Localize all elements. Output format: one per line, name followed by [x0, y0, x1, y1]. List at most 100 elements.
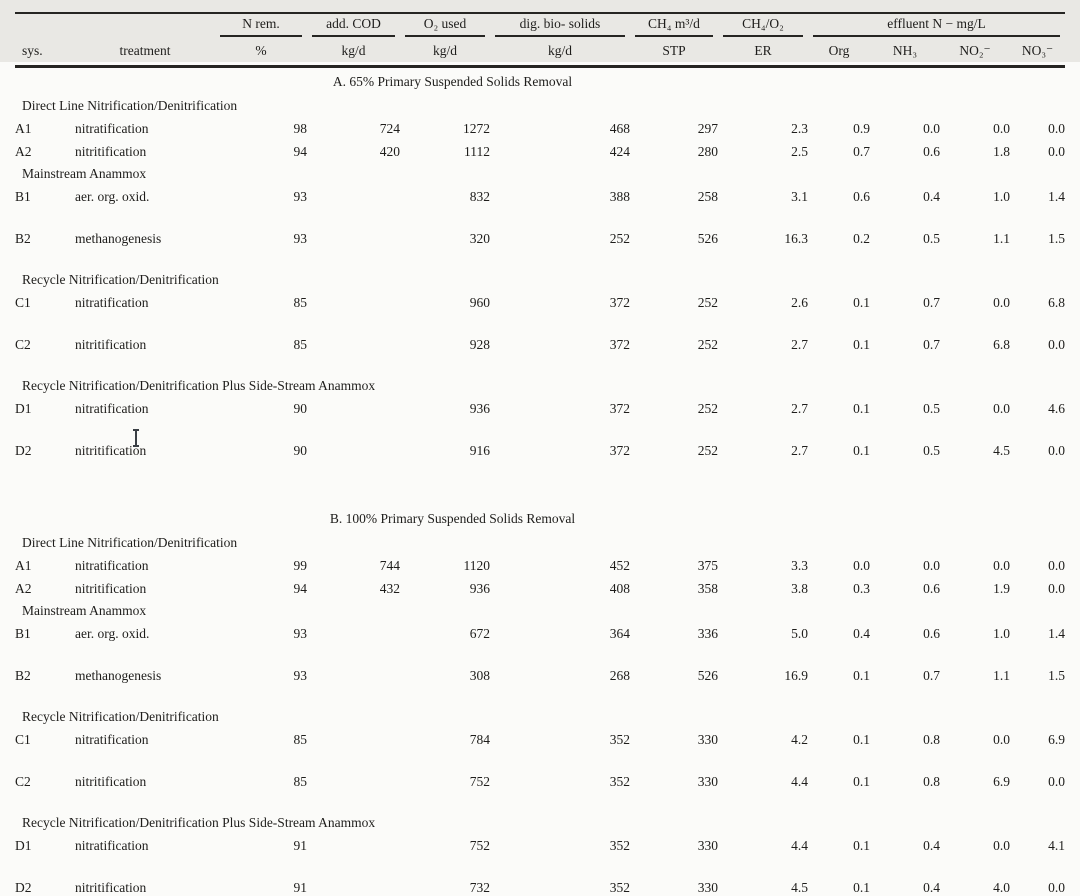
column-group-header: N rem. [215, 12, 307, 37]
value-cell: 732 [400, 876, 490, 896]
results-table: N rem. add. COD O₂ used dig. bio- solids CH₄… [15, 12, 1066, 896]
sys-cell: D1 [15, 838, 32, 853]
value-cell: 468 [609, 120, 630, 136]
table-row: C2 nitritification 85 928 372 252 2.7 0.1 0.7 6.8… [15, 333, 1065, 375]
treatment-cell: aer. org. oxid. [75, 189, 150, 204]
value-cell: 0.6 [923, 143, 940, 159]
column-group-header: add. COD [307, 12, 400, 37]
value-cell: 0.0 [923, 120, 940, 136]
table-row: B1 aer. org. oxid. 93 832 388 258 3.1 0.6 0.4 1.0… [15, 185, 1065, 227]
value-cell: 0.1 [853, 295, 870, 310]
value-cell: 0.8 [923, 774, 940, 789]
value-cell: 0.0 [1010, 876, 1066, 896]
value-cell: 3.8 [791, 580, 808, 596]
value-cell [307, 834, 400, 876]
value-cell: 2.6 [791, 295, 808, 310]
table-row: C1 nitratification 85 960 372 252 2.6 0.1 0.7 0.0… [15, 291, 1065, 333]
value-cell: 0.1 [808, 876, 870, 896]
value-cell: 0.5 [923, 443, 940, 458]
treatment-group-name: Direct Line Nitrification/Denitrificatio… [22, 98, 238, 113]
value-cell: 372 [609, 443, 630, 458]
value-cell: 6.9 [993, 774, 1010, 789]
column-group-header: dig. bio- solids [490, 12, 630, 37]
value-cell: 372 [609, 295, 630, 310]
treatment-group-row: Recycle Nitrification/Denitrification [15, 706, 1065, 728]
value-cell: 252 [697, 401, 718, 416]
value-cell [307, 439, 400, 481]
treatment-cell: nitritification [75, 337, 147, 352]
value-cell: 744 [379, 557, 400, 573]
value-cell: 2.7 [791, 401, 808, 416]
sys-cell: D2 [15, 443, 32, 458]
value-cell: 420 [379, 143, 400, 159]
value-cell: 4.6 [1048, 401, 1066, 416]
value-cell: 0.2 [853, 231, 870, 246]
value-cell: 0.4 [923, 189, 940, 204]
column-sub-header: STP [630, 37, 718, 68]
sys-cell: A2 [15, 143, 32, 159]
value-cell: 4.2 [791, 732, 808, 747]
column-sub-header: kg/d [490, 37, 630, 68]
sys-cell: C2 [15, 337, 31, 352]
column-group-rule: effluent N − mg/L [813, 14, 1061, 37]
value-cell: 2.5 [791, 143, 808, 159]
section-title: B. 100% Primary Suspended Solids Removal [329, 510, 576, 526]
value-cell: 0.0 [1048, 774, 1066, 789]
value-cell: 432 [379, 580, 400, 596]
value-cell: 0.0 [1048, 120, 1066, 136]
value-cell: 0.0 [853, 557, 870, 573]
table-row: D2 nitritification 91 732 352 330 4.5 0.1 0.4 4.0… [15, 876, 1066, 896]
value-cell: 1.4 [1048, 626, 1066, 641]
value-cell: 297 [697, 120, 718, 136]
value-cell: 93 [293, 668, 308, 683]
value-cell: 16.9 [784, 668, 808, 683]
text-cursor [133, 429, 139, 447]
column-group-label: N rem. [242, 16, 280, 31]
value-cell: 4.4 [791, 838, 808, 853]
value-cell [307, 770, 400, 812]
value-cell: 0.4 [870, 876, 940, 896]
value-cell: 452 [609, 557, 630, 573]
section-title: A. 65% Primary Suspended Solids Removal [332, 73, 573, 89]
value-cell: 352 [609, 774, 630, 789]
column-group-header: CH₄/O₂ [718, 12, 808, 37]
value-cell: 252 [697, 443, 718, 458]
value-cell: 1120 [463, 557, 491, 573]
header-spacer-sys [15, 12, 75, 37]
column-group-label: effluent N − mg/L [887, 16, 986, 31]
header-group-row: N rem. add. COD O₂ used dig. bio- solids CH₄… [15, 12, 1066, 37]
column-group-rule: CH₄ m³/d [635, 14, 713, 37]
value-cell: 784 [469, 732, 490, 747]
value-cell: 0.6 [853, 189, 870, 204]
value-cell: 936 [469, 401, 490, 416]
column-sub-header: kg/d [307, 37, 400, 68]
value-cell: 308 [469, 668, 490, 683]
value-cell: 375 [697, 557, 718, 573]
value-cell: 724 [379, 120, 400, 136]
value-cell: 4.5 [718, 876, 808, 896]
value-cell: 330 [697, 774, 718, 789]
value-cell: 1272 [463, 120, 490, 136]
value-cell: 1.5 [1048, 668, 1066, 683]
sys-column-header: sys. [15, 37, 75, 68]
sys-cell: B2 [15, 231, 31, 246]
treatment-group-name: Mainstream Anammox [22, 166, 147, 181]
treatment-cell: nitritification [75, 443, 147, 458]
column-group-rule: CH₄/O₂ [723, 14, 803, 37]
value-cell: 672 [469, 626, 490, 641]
value-cell: 0.0 [993, 295, 1010, 310]
value-cell: 94 [293, 143, 308, 159]
value-cell: 5.0 [791, 626, 808, 641]
value-cell: 90 [293, 401, 308, 416]
value-cell: 1.1 [993, 668, 1010, 683]
value-cell: 752 [469, 774, 490, 789]
value-cell: 358 [697, 580, 718, 596]
value-cell: 0.8 [923, 732, 940, 747]
sys-cell: D2 [15, 876, 75, 896]
table-row: A2 nitritification 94 420 1112 424 280 2.5 0.7 0.… [15, 140, 1065, 163]
value-cell: 0.0 [923, 557, 940, 573]
table-row: A1 nitratification 98 724 1272 468 297 2.3 0.9 0.… [15, 117, 1065, 140]
value-cell: 0.0 [993, 732, 1010, 747]
treatment-group-row: Mainstream Anammox [15, 600, 1065, 622]
treatment-group-name: Recycle Nitrification/Denitrification Pl… [22, 815, 376, 830]
